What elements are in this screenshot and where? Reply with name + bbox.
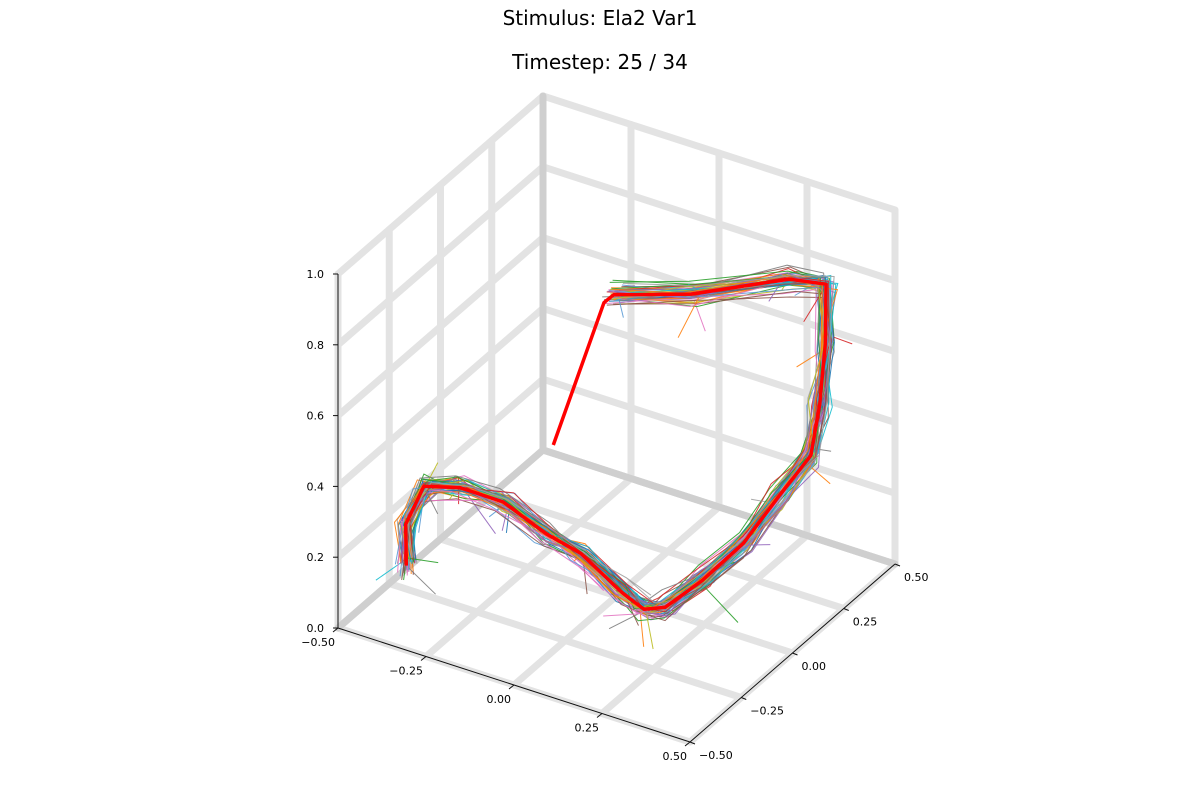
axis-layer [332,273,901,747]
y-tick-2 [792,652,798,656]
highlight-series-line [403,277,828,612]
x-tick-0 [332,627,339,633]
back-floor-edge-x [539,446,899,568]
x-tick-1 [420,656,427,661]
grid-line-sidewall-z-1 [334,375,547,561]
y-tick-label-4: 0.50 [904,571,929,584]
grid-line-sidewall-z-4 [334,163,547,349]
y-tick-1 [741,697,747,700]
chart-title: Stimulus: Ela2 Var1 [502,6,698,30]
series-line-23 [396,275,828,613]
series-line-51 [403,270,823,610]
grid-line-sidewall-z-3 [334,234,547,420]
y-tick-label-1: −0.25 [750,705,784,718]
y-tick-label-0: −0.50 [699,749,733,762]
y-tick-label-2: 0.00 [802,660,827,673]
z-tick-label-4: 0.8 [307,339,325,352]
y-tick-0 [689,741,696,745]
grid-line-floor-y-1 [385,580,745,701]
x-tick-label-4: 0.50 [663,750,688,763]
x-tick-label-3: 0.25 [575,722,600,735]
series-line-31 [400,277,828,604]
grid-line-floor-y-3 [488,491,848,612]
z-tick-label-1: 0.2 [307,551,325,564]
y-tick-4 [894,563,901,567]
grid-line-backwall-z-2 [539,304,899,426]
highlight-layer [403,277,828,612]
series-line-2 [400,272,825,608]
grid-line-sidewall-z-2 [334,304,547,490]
y-tick-label-3: 0.25 [853,616,878,629]
chart-subtitle: Timestep: 25 / 34 [512,50,688,74]
series-line-0 [401,275,825,603]
x-tick-label-1: −0.25 [389,665,423,678]
x-tick-label-2: 0.00 [487,693,512,706]
z-tick-label-3: 0.6 [307,410,325,423]
grid-line-backwall-z-4 [539,163,899,285]
grid-line-sidewall-z-5 [334,92,547,278]
x-tick-3 [596,713,603,718]
back-floor-edge-y [334,446,547,632]
series-line-59 [405,275,835,603]
y-tick-3 [843,608,849,611]
z-tick-label-2: 0.4 [307,480,325,493]
series-line-45 [401,275,827,607]
series-line-42 [409,290,833,626]
label-layer: −0.50 −0.25 0.00 0.25 0.50 −0.50 −0.25 0.00 0.25… [301,268,928,763]
x-tick-2 [508,684,515,690]
z-tick-label-0: 0.0 [307,622,325,635]
series-line-58 [404,275,823,608]
x-tick-label-0: −0.50 [301,636,335,649]
grid-layer [334,92,899,746]
series-line-44 [405,264,831,604]
grid-line-backwall-z-5 [539,92,899,214]
series-line-34 [393,273,831,608]
x-tick-4 [684,741,691,747]
grid-line-backwall-z-1 [539,375,899,497]
z-tick-label-5: 1.0 [307,268,325,281]
